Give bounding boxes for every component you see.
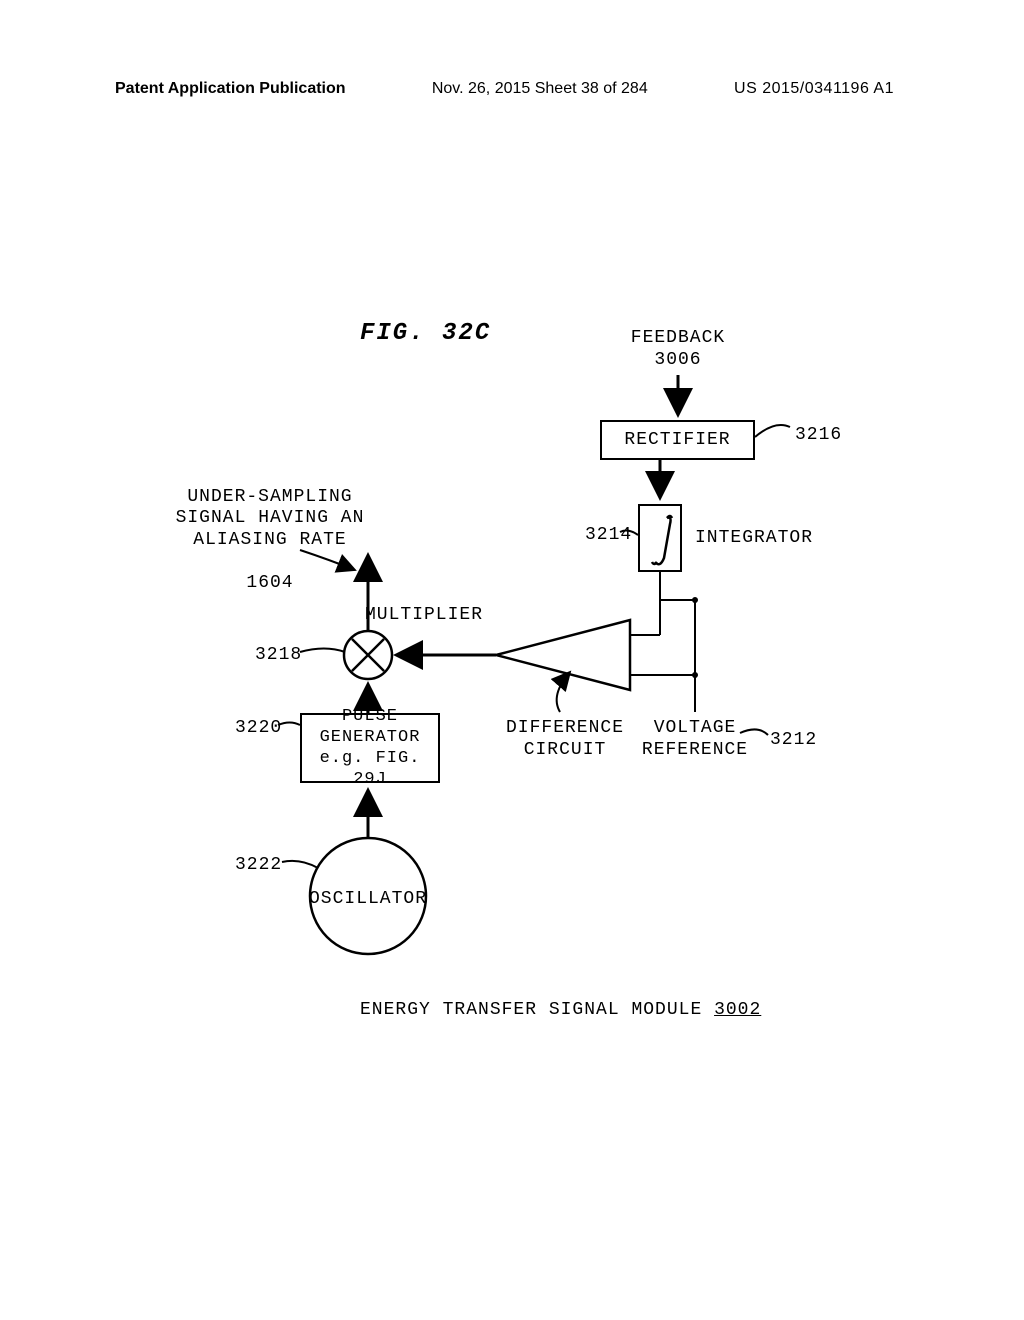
page-header: Patent Application Publication Nov. 26, … [0, 80, 1024, 98]
diagram-svg: OSCILLATOR [200, 300, 900, 1050]
header-left: Patent Application Publication [115, 80, 346, 98]
header-right: US 2015/0341196 A1 [734, 80, 894, 98]
diagram: FIG. 32C FEEDBACK 3006 RECTIFIER 3216 32… [200, 300, 900, 1050]
header-center: Nov. 26, 2015 Sheet 38 of 284 [432, 80, 648, 98]
svg-text:OSCILLATOR: OSCILLATOR [309, 889, 427, 909]
